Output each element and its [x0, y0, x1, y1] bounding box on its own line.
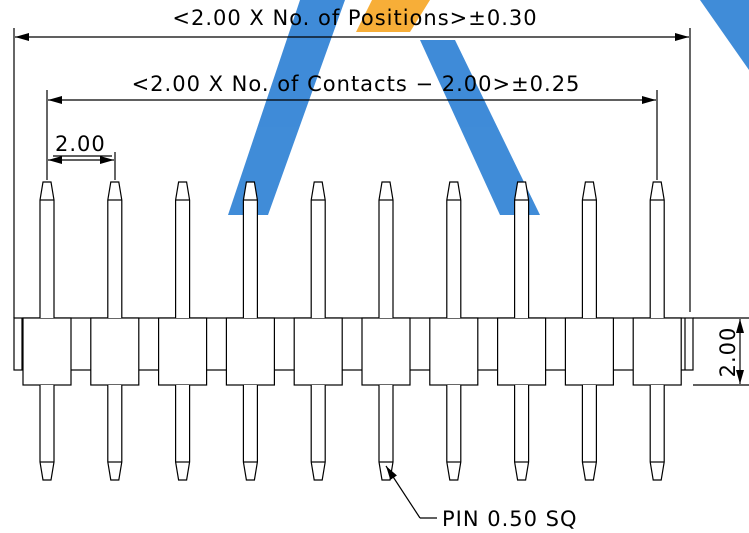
pin-upper: [514, 181, 530, 318]
callout-text: PIN 0.50 SQ: [442, 507, 578, 531]
pin-block: [361, 317, 411, 386]
pins: [22, 181, 682, 481]
dimension-text: 2.00: [716, 327, 740, 378]
dimension-text: 2.00: [55, 132, 106, 156]
pin-lower: [310, 385, 326, 481]
pin-block: [564, 317, 615, 386]
pin-block: [225, 317, 275, 386]
pin-block: [158, 317, 208, 386]
watermark-stroke: [228, 0, 345, 215]
pin-upper: [310, 181, 326, 318]
pin-upper: [649, 181, 665, 318]
dimension-text: <2.00 X No. of Positions>±0.30: [172, 6, 537, 30]
pin-lower: [39, 385, 55, 481]
pin-lower: [107, 385, 123, 481]
watermark-stroke: [420, 40, 540, 215]
pin-lower: [378, 385, 394, 481]
pin-upper: [446, 181, 462, 318]
pin-upper: [39, 181, 55, 318]
pin-lower: [581, 385, 597, 481]
pin-upper: [581, 181, 597, 318]
watermark: [228, 0, 749, 215]
pin-block: [497, 317, 547, 386]
pin-lower: [242, 385, 258, 481]
pin-upper: [107, 181, 123, 318]
pin-block: [22, 317, 72, 386]
pin-block: [429, 317, 479, 386]
pin-lower: [649, 385, 665, 481]
pin-upper: [242, 181, 258, 318]
pin-upper: [378, 181, 394, 318]
housing: [13, 317, 694, 371]
pin-block: [293, 317, 343, 386]
leader-line: [385, 465, 421, 519]
dimension-text: <2.00 X No. of Contacts − 2.00>±0.25: [132, 72, 581, 96]
watermark-stroke: [700, 0, 749, 70]
watermark-accent: [356, 0, 430, 32]
pin-lower: [514, 385, 530, 481]
pin-block: [90, 317, 140, 386]
pin-lower: [175, 385, 191, 481]
pin-upper: [175, 181, 191, 318]
pin-lower: [446, 385, 462, 481]
pin-block: [632, 317, 682, 386]
